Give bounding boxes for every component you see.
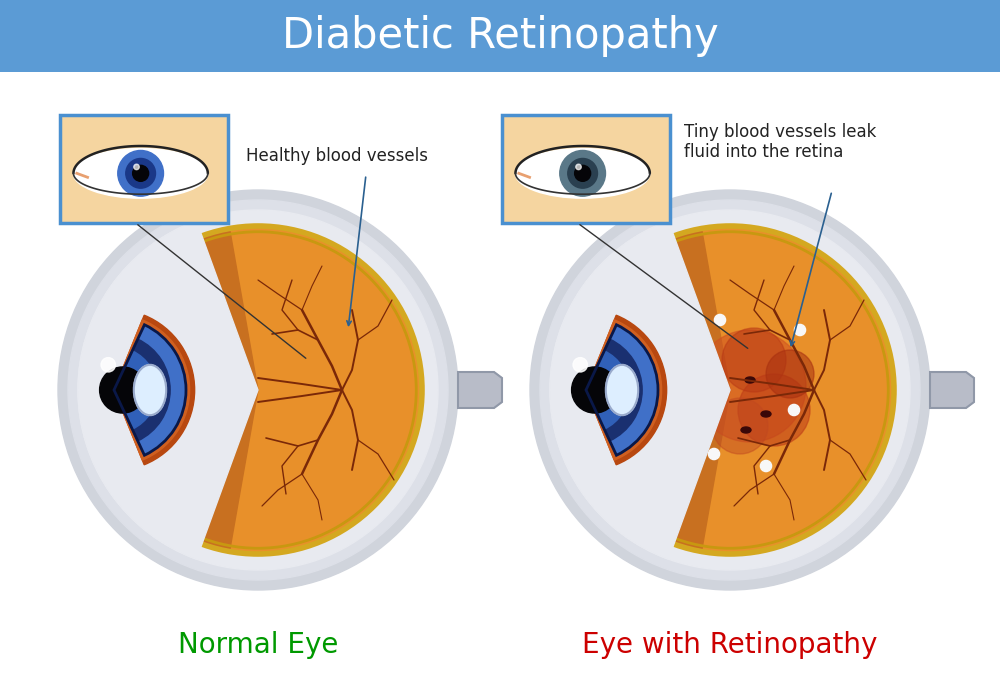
Wedge shape: [586, 351, 629, 429]
Wedge shape: [586, 338, 644, 442]
Circle shape: [794, 324, 806, 336]
Wedge shape: [114, 354, 154, 426]
Circle shape: [78, 210, 438, 570]
Circle shape: [576, 164, 581, 170]
Wedge shape: [114, 325, 186, 456]
Ellipse shape: [515, 148, 650, 198]
Circle shape: [572, 367, 618, 413]
Wedge shape: [94, 228, 258, 551]
Circle shape: [566, 226, 894, 554]
Wedge shape: [586, 325, 658, 456]
Circle shape: [568, 159, 597, 188]
Wedge shape: [586, 339, 642, 441]
Wedge shape: [78, 221, 258, 559]
Circle shape: [134, 164, 139, 170]
Circle shape: [712, 398, 768, 454]
Circle shape: [94, 226, 422, 554]
Circle shape: [118, 150, 163, 196]
Circle shape: [100, 367, 146, 413]
Circle shape: [760, 460, 772, 471]
Circle shape: [714, 315, 726, 326]
Bar: [60, 115, 228, 223]
Ellipse shape: [606, 365, 638, 415]
Circle shape: [133, 166, 149, 181]
Circle shape: [530, 190, 930, 590]
Circle shape: [788, 404, 800, 416]
Polygon shape: [458, 372, 502, 408]
Wedge shape: [114, 351, 157, 429]
Text: Tiny blood vessels leak
fluid into the retina: Tiny blood vessels leak fluid into the r…: [684, 122, 876, 161]
Circle shape: [684, 400, 696, 412]
Wedge shape: [550, 221, 730, 559]
Wedge shape: [114, 315, 195, 464]
Circle shape: [58, 190, 458, 590]
Circle shape: [550, 210, 910, 570]
Text: Eye with Retinopathy: Eye with Retinopathy: [582, 631, 878, 659]
Ellipse shape: [73, 148, 208, 198]
Ellipse shape: [134, 365, 166, 415]
Circle shape: [68, 200, 448, 580]
Wedge shape: [114, 338, 172, 442]
Wedge shape: [114, 325, 186, 456]
Circle shape: [101, 358, 115, 372]
Circle shape: [766, 350, 814, 398]
Circle shape: [540, 200, 920, 580]
Ellipse shape: [745, 377, 755, 383]
Circle shape: [560, 150, 605, 196]
Wedge shape: [114, 320, 190, 460]
Ellipse shape: [741, 427, 751, 433]
Text: Healthy blood vessels: Healthy blood vessels: [246, 147, 428, 165]
Wedge shape: [566, 228, 730, 551]
Circle shape: [573, 358, 587, 372]
Wedge shape: [586, 354, 626, 426]
Wedge shape: [586, 315, 667, 464]
Wedge shape: [586, 325, 658, 456]
Circle shape: [694, 330, 806, 442]
Bar: [0, 0, 1000, 72]
Polygon shape: [930, 372, 974, 408]
Wedge shape: [586, 320, 662, 460]
Text: Diabetic Retinopathy: Diabetic Retinopathy: [282, 15, 718, 57]
Text: Normal Eye: Normal Eye: [178, 631, 338, 659]
Ellipse shape: [761, 411, 771, 417]
Circle shape: [722, 328, 786, 392]
Circle shape: [738, 374, 810, 446]
Circle shape: [688, 328, 700, 339]
Bar: [502, 115, 670, 223]
Wedge shape: [114, 339, 170, 441]
Circle shape: [126, 159, 155, 188]
Circle shape: [575, 166, 591, 181]
Circle shape: [708, 449, 720, 460]
